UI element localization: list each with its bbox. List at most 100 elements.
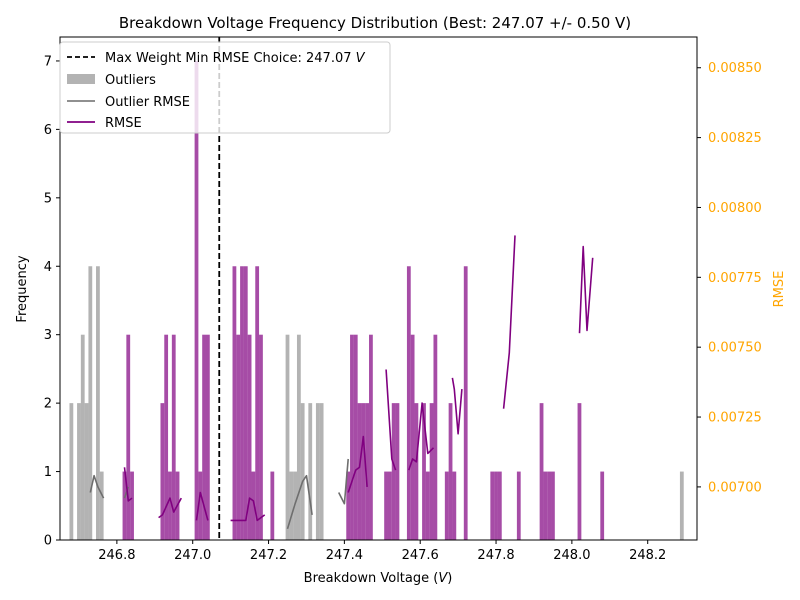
y-axis-label: Frequency [15,255,30,322]
x-tick-label: 248.0 [553,548,590,563]
frequency-bar [198,471,203,540]
outlier-bar [80,334,85,540]
frequency-bar [357,403,362,540]
y-tick-label: 4 [44,260,52,275]
legend-rmse-label: RMSE [105,116,142,131]
y2-tick-label: 0.00825 [708,131,762,146]
legend-vline-label: Max Weight Min RMSE Choice: 247.07 V [105,51,366,66]
y2-tick-label: 0.00850 [708,61,762,76]
y2-axis-label: RMSE [772,271,787,308]
outlier-rmse-line [337,458,349,505]
outlier-rmse-line [286,474,313,530]
frequency-bar [171,334,176,540]
frequency-bar [410,334,415,540]
plot-frame [59,36,698,541]
y2-tick-label: 0.00700 [708,480,762,495]
frequency-bar [429,403,434,540]
outlier-bar [679,471,684,540]
frequency-bar [463,266,468,540]
frequency-bar [422,403,426,540]
frequency-bar [251,471,256,540]
x-tick-label: 247.0 [174,548,211,563]
outlier-bar [84,403,89,540]
y-tick-label: 5 [44,191,52,206]
frequency-bar [600,471,605,540]
frequency-bar [361,403,366,540]
outlier-bar [77,403,81,540]
outlier-bar [285,334,290,540]
frequency-bar [414,403,419,540]
y-tick-label: 1 [44,465,52,480]
rmse-line [502,235,516,409]
y-axis-right: 0.00700 0.00725 0.00750 0.00775 0.00800 0.008… [697,61,762,495]
rmse-line [451,377,463,435]
frequency-bar [255,266,260,540]
x-tick-label: 247.4 [326,548,363,563]
frequency-bar [232,266,237,540]
frequency-bar [384,471,388,540]
legend: Max Weight Min RMSE Choice: 247.07 V Out… [59,41,391,134]
frequency-bar [369,334,373,540]
outlier-bar [99,471,104,540]
frequency-bar [444,471,449,540]
frequency-bar [516,471,521,540]
outlier-bar [315,403,320,540]
frequency-bar [353,334,358,540]
frequency-bar [391,403,396,540]
x-axis-label: Breakdown Voltage (V) [304,571,453,586]
frequency-bar [247,334,252,540]
y-tick-label: 2 [44,397,52,412]
x-tick-label: 247.2 [250,548,287,563]
y-axis-left: 0 1 2 3 4 5 6 7 [44,54,60,549]
frequency-bar [433,334,438,540]
frequency-bar [205,334,210,540]
outlier-bar [300,403,305,540]
rmse-line [158,497,183,519]
legend-box [59,41,391,134]
frequency-bar [406,266,411,540]
frequency-bar [346,471,351,540]
outlier-rmse-line [89,474,105,499]
frequency-bar [387,471,392,540]
frequency-bar [425,471,430,540]
y-tick-label: 7 [44,54,52,69]
legend-outliers-swatch [67,74,95,84]
y-tick-label: 3 [44,328,52,343]
plot-area [69,37,684,540]
x-tick-label: 248.2 [629,548,666,563]
outlier-bar [96,266,100,540]
outlier-bar [296,334,301,540]
frequency-bar [164,334,169,540]
frequency-bar [350,334,354,540]
x-tick-label: 247.8 [477,548,514,563]
frequency-bar [497,471,502,540]
rmse-line [347,435,368,493]
outlier-bar [88,266,93,540]
outlier-bar [69,403,74,540]
y2-tick-label: 0.00750 [708,341,762,356]
frequency-bar [259,334,263,540]
frequency-bar [243,266,248,540]
frequency-bar [126,334,131,540]
frequency-bar [194,60,199,540]
frequency-bar [577,403,582,540]
y2-tick-label: 0.00775 [708,271,762,286]
frequency-bar [160,403,165,540]
frequency-bar [202,334,206,540]
frequency-bar [448,403,453,540]
x-tick-label: 246.8 [98,548,135,563]
frequency-bar [494,471,498,540]
rmse-line [385,369,397,471]
chart-title: Breakdown Voltage Frequency Distribution… [119,14,631,32]
frequency-bar [168,471,172,540]
frequency-bar [395,403,400,540]
frequency-bar [236,334,241,540]
frequency-bar [490,471,495,540]
frequency-bar [122,471,127,540]
rmse-line [123,467,133,502]
rmse-line [195,491,209,521]
frequency-bar [551,471,555,540]
x-axis: 246.8 247.0 247.2 247.4 247.6 247.8 248.0 248.2 [98,540,666,563]
outlier-bar [289,471,294,540]
